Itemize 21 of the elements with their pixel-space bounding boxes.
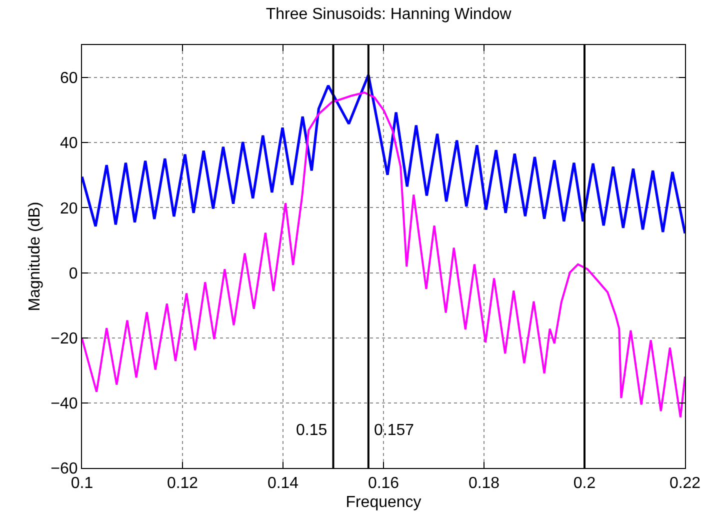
x-tick-label: 0.1 — [70, 475, 94, 492]
y-tick-label: −20 — [50, 330, 78, 348]
x-tick-label: 0.22 — [669, 475, 701, 492]
x-tick-label: 0.2 — [573, 475, 596, 492]
line-series — [82, 92, 685, 418]
line-series — [82, 74, 685, 235]
x-tick-label: 0.12 — [166, 475, 198, 492]
y-tick-label: 40 — [60, 135, 78, 152]
x-tick-label: 0.14 — [267, 475, 299, 492]
x-tick-label: 0.18 — [468, 475, 500, 492]
y-tick-label: 60 — [60, 70, 78, 88]
ref-line-label: 0.157 — [374, 422, 414, 439]
y-axis-title: Magnitude (dB) — [26, 202, 44, 312]
y-tick-label: −60 — [50, 460, 78, 478]
y-tick-label: 0 — [68, 265, 78, 282]
chart-title: Three Sinusoids: Hanning Window — [266, 6, 512, 24]
y-tick-label: 20 — [60, 200, 78, 218]
y-tick-label: −40 — [50, 396, 78, 413]
ref-line-label: 0.15 — [296, 422, 328, 439]
x-tick-label: 0.16 — [368, 475, 400, 492]
x-axis-title: Frequency — [346, 494, 422, 511]
